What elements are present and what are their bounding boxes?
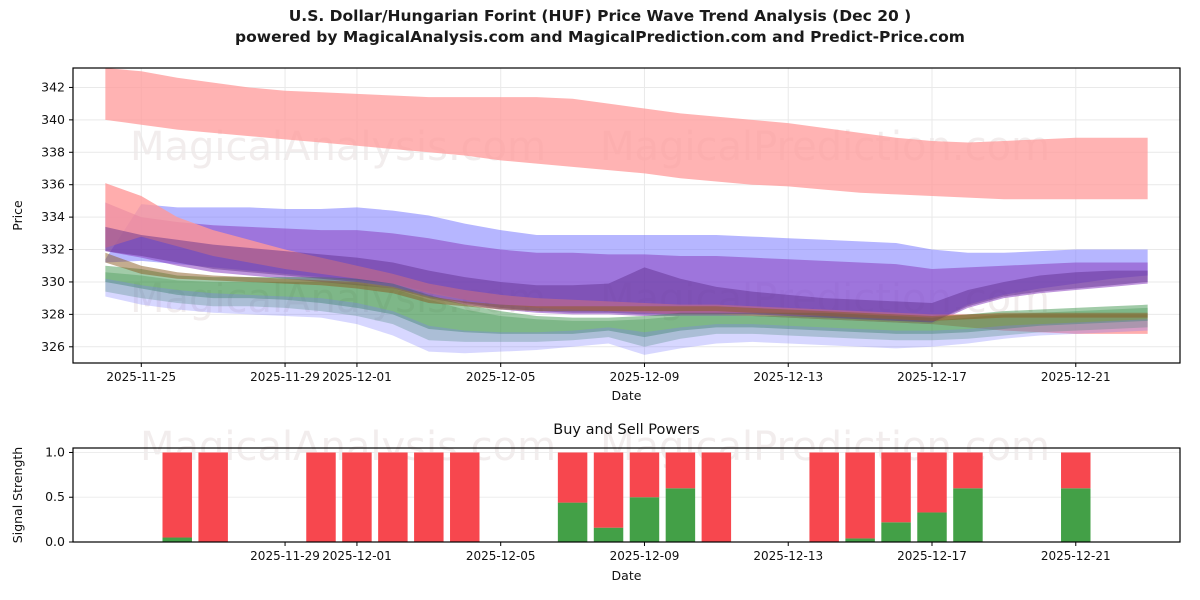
- signal-ytick-label: 0.5: [45, 489, 65, 504]
- price-band-narrow-red-band: [105, 183, 1148, 334]
- figure-title-line-2: powered by MagicalAnalysis.com and Magic…: [235, 28, 965, 46]
- price-ytick-label: 328: [41, 306, 65, 321]
- price-ytick-label: 342: [41, 79, 65, 94]
- price-chart: 326 328 330 332 334 336 338 340 342 2025-11-25 202…: [10, 67, 1181, 403]
- signal-ytick-label: 1.0: [45, 444, 65, 459]
- price-ytick-label: 334: [41, 209, 65, 224]
- price-ytick-label: 338: [41, 144, 65, 159]
- signal-bar-sell: [162, 452, 192, 538]
- price-band-upper-red-band: [105, 68, 1148, 200]
- signal-bar-sell: [917, 452, 947, 513]
- signal-bar-buy: [629, 497, 660, 542]
- price-band-brown-core-band: [105, 252, 1148, 321]
- signal-bar-buy: [953, 488, 983, 542]
- signal-xtick-label: 2025-12-09: [610, 549, 680, 563]
- signal-bar-buy: [665, 488, 696, 542]
- signal-yaxis-label: Signal Strength: [10, 447, 25, 543]
- signal-bar-buy: [593, 527, 624, 542]
- signal-bar-sell: [557, 452, 588, 503]
- price-xtick-label: 2025-12-01: [322, 370, 392, 384]
- signal-bar-buy: [162, 537, 192, 542]
- signal-bar-sell: [953, 452, 983, 489]
- price-ytick-label: 336: [41, 177, 65, 192]
- price-ytick-label: 330: [41, 274, 65, 289]
- signal-bar-sell: [845, 452, 875, 539]
- signal-xaxis-label: Date: [612, 568, 642, 583]
- price-xaxis-label: Date: [612, 388, 642, 403]
- price-ytick-label: 340: [41, 112, 65, 127]
- signal-bar-sell: [1061, 452, 1091, 489]
- price-band-layer: [105, 68, 1148, 355]
- price-band-lower-blue-band: [105, 278, 1148, 355]
- figure-title-line-1: U.S. Dollar/Hungarian Forint (HUF) Price…: [288, 7, 912, 25]
- signal-bar-sell: [450, 452, 480, 542]
- signal-bar-sell: [665, 452, 696, 489]
- signal-xtick-label: 2025-12-01: [322, 549, 392, 563]
- signal-bar-sell: [414, 452, 444, 542]
- signal-bar-buy: [845, 538, 875, 542]
- signal-xtick-label: 2025-12-13: [753, 549, 823, 563]
- price-axes-frame: [72, 67, 1181, 364]
- signal-bar-sell: [809, 452, 839, 542]
- signal-bar-buy: [917, 512, 947, 542]
- signal-bar-buy: [557, 502, 588, 542]
- signal-bar-sell: [378, 452, 408, 542]
- signal-xtick-label: 2025-11-29: [250, 549, 320, 563]
- signal-xtick-label: 2025-12-05: [466, 549, 536, 563]
- signal-bar-sell: [306, 452, 336, 542]
- signal-ytick-label: 0.0: [45, 534, 65, 549]
- signal-xtick-label: 2025-12-17: [897, 549, 967, 563]
- signal-bar-sell: [593, 452, 624, 528]
- price-xtick-label: 2025-12-05: [466, 370, 536, 384]
- signal-bar-sell: [881, 452, 911, 523]
- signal-bar-buy: [881, 522, 911, 542]
- signal-xtick-label: 2025-12-21: [1041, 549, 1111, 563]
- signal-chart-title: Buy and Sell Powers: [553, 422, 699, 438]
- price-ytick-label: 326: [41, 339, 65, 354]
- price-xtick-label: 2025-11-25: [106, 370, 176, 384]
- price-xtick-label: 2025-12-13: [753, 370, 823, 384]
- price-band-dark-purple-wedge: [105, 226, 1148, 323]
- price-ytick-label: 332: [41, 242, 65, 257]
- signal-bar-sell: [198, 452, 228, 542]
- signal-bar-sell: [342, 452, 372, 542]
- signal-bar-layer: [162, 452, 1091, 542]
- price-xtick-label: 2025-12-21: [1041, 370, 1111, 384]
- signal-axes-frame: [72, 447, 1181, 543]
- price-xtick-label: 2025-11-29: [250, 370, 320, 384]
- signal-bar-sell: [629, 452, 660, 498]
- price-band-mid-purple-band: [105, 202, 1148, 325]
- price-yaxis-label: Price: [10, 200, 25, 231]
- price-xtick-label: 2025-12-17: [897, 370, 967, 384]
- signal-bar-buy: [1061, 488, 1091, 542]
- figure-title-block: U.S. Dollar/Hungarian Forint (HUF) Price…: [0, 6, 1200, 48]
- price-band-green-band-inner: [105, 272, 1148, 347]
- signal-bar-sell: [701, 452, 732, 542]
- price-xtick-label: 2025-12-09: [610, 370, 680, 384]
